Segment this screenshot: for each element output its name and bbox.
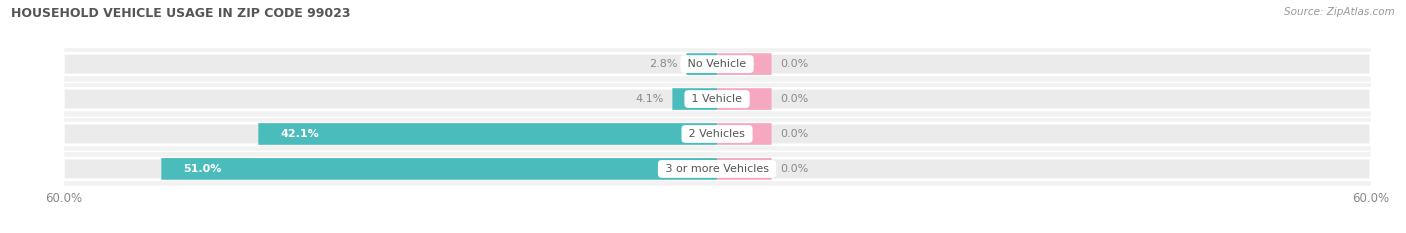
FancyBboxPatch shape (162, 158, 717, 180)
Text: 0.0%: 0.0% (780, 59, 808, 69)
FancyBboxPatch shape (63, 88, 1371, 110)
Legend: Owner-occupied, Renter-occupied: Owner-occupied, Renter-occupied (589, 231, 845, 233)
Text: 0.0%: 0.0% (780, 94, 808, 104)
Text: HOUSEHOLD VEHICLE USAGE IN ZIP CODE 99023: HOUSEHOLD VEHICLE USAGE IN ZIP CODE 9902… (11, 7, 350, 20)
FancyBboxPatch shape (63, 158, 1371, 180)
FancyBboxPatch shape (717, 53, 772, 75)
Text: 42.1%: 42.1% (280, 129, 319, 139)
FancyBboxPatch shape (63, 123, 1371, 145)
Text: 0.0%: 0.0% (780, 164, 808, 174)
Text: 2.8%: 2.8% (650, 59, 678, 69)
Text: 4.1%: 4.1% (636, 94, 664, 104)
FancyBboxPatch shape (63, 53, 1371, 75)
Bar (63, 82, 1371, 116)
Text: 3 or more Vehicles: 3 or more Vehicles (662, 164, 772, 174)
Bar (63, 47, 1371, 82)
Text: 1 Vehicle: 1 Vehicle (689, 94, 745, 104)
Bar (63, 116, 1371, 151)
Text: Source: ZipAtlas.com: Source: ZipAtlas.com (1284, 7, 1395, 17)
FancyBboxPatch shape (672, 88, 717, 110)
FancyBboxPatch shape (717, 88, 772, 110)
Text: 2 Vehicles: 2 Vehicles (685, 129, 749, 139)
Bar (63, 151, 1371, 186)
Text: 51.0%: 51.0% (183, 164, 222, 174)
FancyBboxPatch shape (259, 123, 717, 145)
FancyBboxPatch shape (717, 123, 772, 145)
Text: No Vehicle: No Vehicle (685, 59, 749, 69)
Text: 0.0%: 0.0% (780, 129, 808, 139)
FancyBboxPatch shape (686, 53, 717, 75)
FancyBboxPatch shape (717, 158, 772, 180)
